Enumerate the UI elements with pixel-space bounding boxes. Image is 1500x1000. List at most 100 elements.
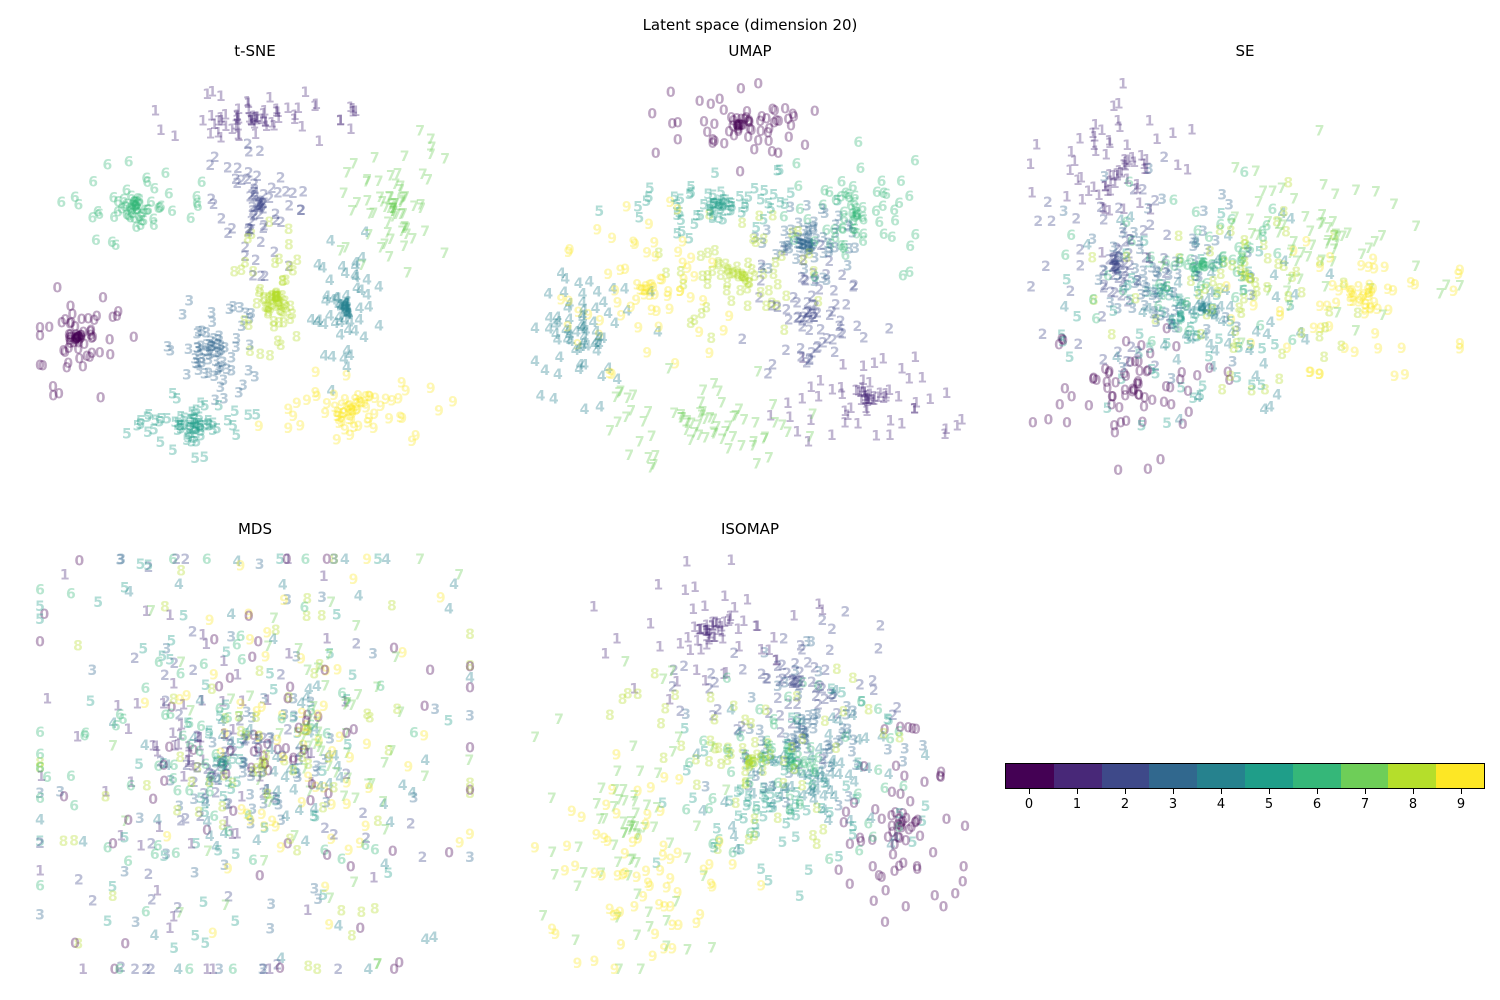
point-digit-6: 6 <box>141 681 151 697</box>
point-digit-1: 1 <box>711 616 721 632</box>
point-digit-9: 9 <box>633 784 643 800</box>
point-digit-8: 8 <box>277 289 287 305</box>
point-digit-3: 3 <box>116 553 126 569</box>
point-digit-5: 5 <box>185 427 195 443</box>
point-digit-5: 5 <box>222 645 232 661</box>
point-digit-0: 0 <box>699 115 709 131</box>
point-digit-7: 7 <box>1301 210 1311 226</box>
point-digit-5: 5 <box>143 425 153 441</box>
point-digit-1: 1 <box>904 371 914 387</box>
point-digit-5: 5 <box>186 418 196 434</box>
point-digit-0: 0 <box>741 111 751 127</box>
colorbar-tick-0: 0 <box>1019 789 1039 812</box>
point-digit-2: 2 <box>254 198 264 214</box>
point-digit-7: 7 <box>548 845 558 861</box>
point-digit-2: 2 <box>710 676 720 692</box>
point-digit-5: 5 <box>716 202 726 218</box>
point-digit-3: 3 <box>791 252 801 268</box>
point-digit-8: 8 <box>713 842 723 858</box>
point-digit-8: 8 <box>703 246 713 262</box>
point-digit-2: 2 <box>818 336 828 352</box>
point-digit-9: 9 <box>1346 294 1356 310</box>
point-digit-2: 2 <box>835 319 845 335</box>
point-digit-8: 8 <box>721 257 731 273</box>
point-digit-5: 5 <box>1204 349 1214 365</box>
point-digit-6: 6 <box>184 783 194 799</box>
point-digit-1: 1 <box>792 425 802 441</box>
point-digit-0: 0 <box>71 332 81 348</box>
point-digit-4: 4 <box>1181 329 1191 345</box>
point-digit-4: 4 <box>579 302 589 318</box>
point-digit-0: 0 <box>1145 347 1155 363</box>
point-digit-8: 8 <box>1240 254 1250 270</box>
point-digit-3: 3 <box>804 231 814 247</box>
point-digit-7: 7 <box>1253 228 1263 244</box>
point-digit-9: 9 <box>324 918 334 934</box>
point-digit-8: 8 <box>1291 265 1301 281</box>
point-digit-8: 8 <box>740 713 750 729</box>
point-digit-0: 0 <box>1132 376 1142 392</box>
point-digit-7: 7 <box>639 415 649 431</box>
point-digit-4: 4 <box>579 330 589 346</box>
point-digit-7: 7 <box>321 679 331 695</box>
point-digit-0: 0 <box>1107 397 1117 413</box>
point-digit-0: 0 <box>757 110 767 126</box>
point-digit-2: 2 <box>258 201 268 217</box>
point-digit-4: 4 <box>816 764 826 780</box>
point-digit-1: 1 <box>1091 118 1101 134</box>
point-digit-1: 1 <box>232 109 242 125</box>
point-digit-3: 3 <box>257 765 267 781</box>
point-digit-9: 9 <box>327 832 337 848</box>
point-digit-7: 7 <box>571 933 581 949</box>
point-digit-4: 4 <box>189 731 199 747</box>
point-digit-1: 1 <box>1089 180 1099 196</box>
point-digit-9: 9 <box>242 807 252 823</box>
point-digit-9: 9 <box>599 831 609 847</box>
point-digit-0: 0 <box>1143 364 1153 380</box>
point-digit-3: 3 <box>847 744 857 760</box>
point-digit-5: 5 <box>309 809 319 825</box>
point-digit-2: 2 <box>130 962 140 978</box>
point-digit-8: 8 <box>623 687 633 703</box>
point-digit-4: 4 <box>1301 332 1311 348</box>
point-digit-4: 4 <box>580 402 590 418</box>
point-digit-2: 2 <box>792 296 802 312</box>
point-digit-9: 9 <box>613 296 623 312</box>
point-digit-5: 5 <box>290 762 300 778</box>
point-digit-1: 1 <box>244 102 254 118</box>
point-digit-2: 2 <box>260 269 270 285</box>
point-digit-2: 2 <box>255 200 265 216</box>
point-digit-4: 4 <box>398 778 408 794</box>
point-digit-5: 5 <box>1176 310 1186 326</box>
point-digit-6: 6 <box>277 712 287 728</box>
point-digit-1: 1 <box>909 401 919 417</box>
point-digit-8: 8 <box>263 307 273 323</box>
point-digit-8: 8 <box>678 277 688 293</box>
point-digit-5: 5 <box>1156 283 1166 299</box>
point-digit-1: 1 <box>234 102 244 118</box>
point-digit-0: 0 <box>887 785 897 801</box>
point-digit-4: 4 <box>653 324 663 340</box>
point-digit-2: 2 <box>1097 310 1107 326</box>
point-digit-8: 8 <box>659 751 669 767</box>
colorbar-tick-2: 2 <box>1115 789 1135 812</box>
point-digit-7: 7 <box>336 243 346 259</box>
point-digit-6: 6 <box>132 197 142 213</box>
point-digit-9: 9 <box>706 877 716 893</box>
point-digit-5: 5 <box>672 198 682 214</box>
point-digit-8: 8 <box>274 252 284 268</box>
point-digit-8: 8 <box>713 255 723 271</box>
point-digit-1: 1 <box>234 129 244 145</box>
point-digit-1: 1 <box>1066 145 1076 161</box>
point-digit-4: 4 <box>266 742 276 758</box>
point-digit-9: 9 <box>297 796 307 812</box>
point-digit-8: 8 <box>686 316 696 332</box>
point-digit-5: 5 <box>260 821 270 837</box>
point-digit-4: 4 <box>420 753 430 769</box>
point-digit-0: 0 <box>1134 355 1144 371</box>
point-digit-5: 5 <box>187 405 197 421</box>
point-digit-4: 4 <box>449 577 459 593</box>
point-digit-5: 5 <box>756 862 766 878</box>
point-digit-6: 6 <box>1239 283 1249 299</box>
point-digit-7: 7 <box>597 781 607 797</box>
